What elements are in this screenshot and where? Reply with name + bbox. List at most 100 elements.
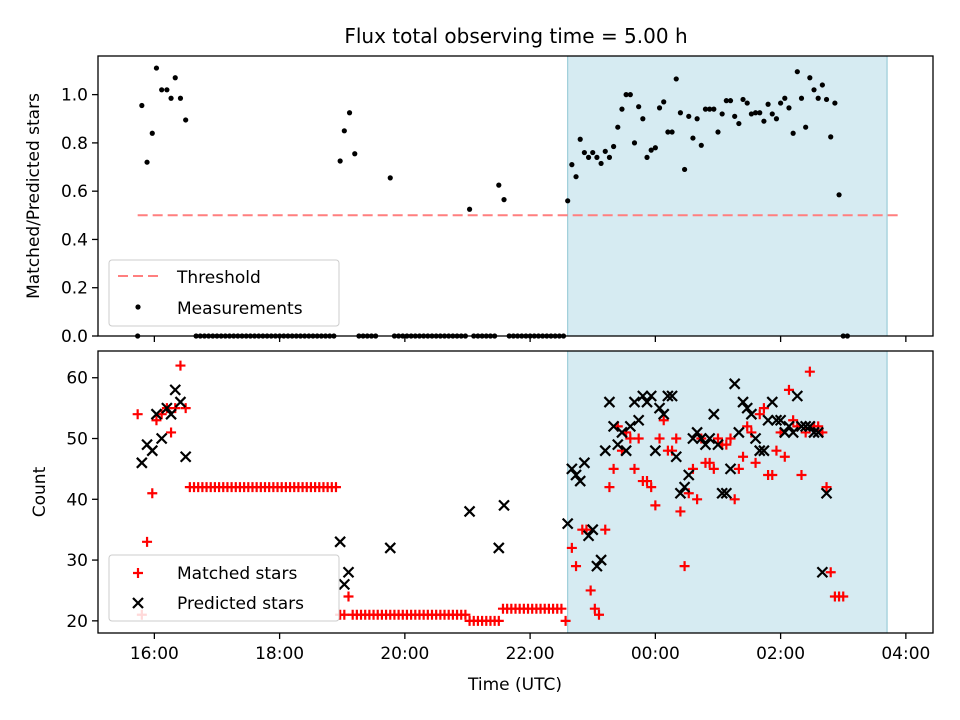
legend-measurements-swatch (135, 304, 141, 310)
measurement-point (815, 95, 821, 101)
predicted-stars-point (632, 414, 645, 427)
predicted-stars-point (779, 426, 791, 439)
measurement-point (619, 106, 625, 112)
predicted-stars-point (682, 469, 695, 481)
bottom-series-2 (136, 378, 833, 591)
predicted-stars-point (338, 578, 351, 591)
measurement-point (690, 135, 696, 141)
matched-stars-point (625, 433, 636, 444)
measurement-point (677, 110, 684, 116)
predicted-stars-point (150, 408, 163, 420)
bottom-y-tick-label: 30 (66, 551, 88, 571)
bottom-y-tick-label: 20 (66, 612, 88, 632)
matched-stars-point (704, 457, 715, 468)
predicted-stars-point (716, 487, 728, 499)
measurement-point (590, 149, 596, 156)
predicted-stars-point (678, 481, 691, 493)
predicted-stars-point (762, 414, 774, 427)
legend-matched-swatch (133, 568, 143, 578)
top-axes-frame (97, 55, 934, 337)
measurement-point (631, 140, 638, 146)
top-y-tick-label: 0.0 (61, 327, 88, 347)
matched-stars-point (821, 482, 832, 493)
measurement-point (786, 105, 792, 111)
predicted-stars-point (733, 426, 745, 439)
matched-stars-point (721, 439, 732, 450)
predicted-stars-point (720, 487, 733, 499)
measurement-point (501, 197, 507, 203)
measurement-point (661, 99, 667, 105)
measurement-point (615, 124, 621, 130)
measurement-point (707, 106, 713, 112)
measurement-point (761, 118, 767, 124)
measurement-point (790, 130, 796, 136)
measurement-point (337, 158, 343, 164)
measurement-point (740, 96, 746, 103)
measurement-point (669, 129, 675, 135)
predicted-stars-point (737, 396, 749, 408)
matched-stars-point (738, 451, 749, 462)
measurement-point (598, 160, 604, 167)
predicted-stars-point (741, 402, 753, 414)
x-tick-label: 22:00 (506, 644, 555, 664)
measurement-point (652, 145, 658, 151)
top-y-tick-label: 0.4 (61, 230, 88, 250)
matched-stars-point (771, 445, 782, 456)
predicted-stars-point (599, 444, 612, 457)
predicted-stars-point (591, 560, 603, 572)
bottom-y-tick-label: 40 (66, 490, 88, 510)
matched-stars-point (608, 463, 619, 474)
matched-stars-point (783, 384, 794, 395)
legend-measurements-label: Measurements (177, 299, 303, 319)
predicted-stars-point (586, 523, 599, 536)
bottom-y-tick-label: 60 (66, 369, 88, 389)
predicted-stars-point (670, 450, 683, 463)
measurement-point (744, 100, 750, 106)
predicted-stars-point (653, 402, 666, 414)
measurement-point (794, 69, 800, 75)
predicted-stars-point (570, 469, 582, 481)
x-tick-label: 00:00 (631, 644, 680, 664)
matched-stars-point (142, 536, 153, 547)
predicted-stars-point (804, 420, 816, 433)
legend-predicted-label: Predicted stars (177, 594, 304, 614)
top-panel: 0.0 0.2 0.4 0.6 0.8 1.0 Threshold Measurements (61, 55, 934, 347)
measurement-point (811, 87, 817, 93)
matched-stars-point (560, 615, 571, 626)
matched-stars-point (671, 433, 682, 444)
predicted-stars-point (783, 420, 795, 433)
matched-stars-point (838, 591, 849, 602)
predicted-stars-point (612, 438, 624, 451)
predicted-stars-point (728, 378, 741, 390)
matched-stars-point (493, 615, 504, 626)
predicted-stars-point (724, 463, 737, 475)
legend-threshold-label: Threshold (176, 268, 261, 288)
predicted-stars-point (674, 487, 687, 499)
bottom-axes-frame (97, 350, 934, 634)
predicted-stars-point (624, 420, 637, 433)
matched-stars-point (708, 463, 719, 474)
matched-stars-point (654, 433, 665, 444)
matched-stars-point (132, 409, 143, 420)
measurement-point (681, 166, 688, 173)
matched-stars-point (758, 403, 769, 414)
top-y-tick-label: 0.6 (61, 182, 88, 202)
predicted-stars-point (703, 432, 716, 445)
matched-stars-point (712, 433, 723, 444)
measurement-point (665, 129, 671, 135)
measurement-point (803, 124, 809, 130)
predicted-stars-point (749, 432, 762, 445)
top-legend-box (108, 259, 340, 327)
matched-stars-point (804, 366, 815, 377)
predicted-stars-point (616, 426, 628, 439)
bottom-panel: 20 30 40 50 60 16:00 18:00 20:00 22:00 00:00 02:00… (66, 350, 934, 664)
legend-matched-label: Matched stars (177, 564, 297, 584)
measurement-point (623, 92, 629, 98)
measurement-point (172, 75, 178, 81)
measurement-point (496, 182, 502, 188)
predicted-stars-point (174, 396, 187, 408)
predicted-stars-point (582, 529, 595, 542)
predicted-stars-point (770, 414, 783, 427)
predicted-stars-point (787, 426, 799, 439)
measurement-point (636, 104, 642, 110)
